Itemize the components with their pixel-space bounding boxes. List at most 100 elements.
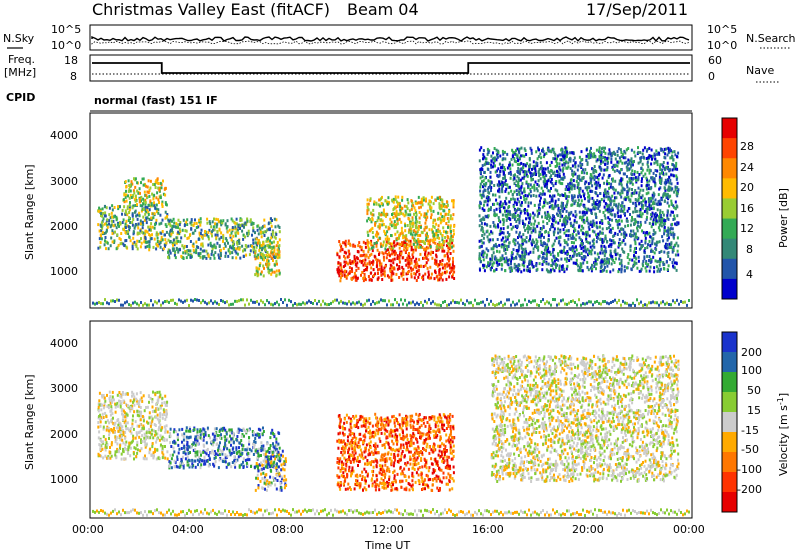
data-cell	[139, 191, 141, 195]
data-cell	[654, 212, 657, 215]
data-cell	[650, 196, 653, 200]
data-cell	[537, 221, 540, 225]
data-cell	[340, 269, 343, 272]
ground-scatter-cell	[272, 303, 274, 307]
data-cell	[362, 263, 365, 267]
freq-label: Freq.	[8, 53, 35, 66]
data-cell	[268, 245, 271, 249]
data-cell	[486, 253, 489, 257]
data-cell	[659, 212, 661, 215]
data-cell	[568, 247, 571, 251]
data-cell	[651, 211, 654, 215]
data-cell	[561, 163, 564, 167]
ground-scatter-cell	[248, 302, 250, 306]
data-cell	[403, 240, 406, 244]
data-cell	[664, 156, 667, 160]
nsky-label: N.Sky	[3, 32, 35, 45]
data-cell	[152, 204, 155, 208]
data-cell	[557, 227, 560, 231]
data-cell	[398, 260, 401, 264]
data-cell	[225, 239, 228, 243]
data-cell	[422, 198, 425, 202]
data-cell	[566, 220, 569, 224]
data-cell	[648, 168, 651, 172]
data-cell	[400, 230, 403, 234]
data-cell	[393, 249, 396, 253]
data-cell	[485, 223, 488, 227]
data-cell	[604, 237, 607, 241]
data-cell	[562, 158, 565, 162]
data-cell	[278, 253, 281, 257]
data-cell	[580, 256, 583, 260]
data-cell	[144, 183, 146, 187]
data-cell	[557, 208, 560, 212]
data-cell	[193, 250, 196, 254]
data-cell	[661, 163, 664, 167]
data-cell	[587, 241, 590, 245]
data-cell	[410, 248, 413, 252]
data-cell	[136, 217, 139, 221]
data-cell	[452, 205, 455, 209]
data-cell	[385, 214, 387, 218]
data-cell	[666, 211, 669, 215]
data-cell	[255, 255, 258, 259]
data-cell	[631, 169, 634, 173]
data-cell	[111, 208, 114, 212]
data-cell	[184, 222, 187, 226]
data-cell	[640, 171, 643, 175]
data-cell	[624, 213, 626, 217]
data-cell	[647, 183, 650, 187]
data-cell	[596, 199, 599, 203]
data-cell	[616, 220, 619, 224]
ground-scatter-cell	[112, 299, 114, 303]
data-cell	[478, 159, 481, 163]
data-cell	[514, 209, 517, 213]
data-cell	[141, 230, 144, 234]
data-cell	[430, 213, 433, 217]
ground-scatter-cell	[204, 300, 206, 304]
ground-scatter-cell	[264, 303, 266, 307]
data-cell	[104, 231, 107, 235]
data-cell	[671, 155, 674, 159]
data-cell	[451, 266, 454, 270]
data-cell	[552, 171, 555, 175]
data-cell	[147, 240, 150, 244]
data-cell	[396, 217, 399, 221]
data-cell	[137, 226, 140, 230]
data-cell	[124, 209, 127, 213]
data-cell	[571, 199, 574, 203]
data-cell	[523, 238, 526, 242]
data-cell	[480, 196, 483, 200]
data-cell	[438, 243, 441, 246]
data-cell	[529, 146, 532, 150]
data-cell	[352, 244, 355, 248]
data-cell	[407, 265, 410, 269]
data-cell	[602, 173, 605, 177]
data-cell	[449, 263, 452, 267]
data-cell	[629, 199, 632, 203]
data-cell	[175, 222, 178, 226]
data-cell	[570, 185, 573, 189]
data-cell	[369, 197, 372, 201]
ground-scatter-cell	[260, 299, 262, 303]
data-cell	[531, 174, 534, 177]
data-cell	[108, 206, 111, 210]
data-cell	[519, 178, 522, 182]
data-cell	[249, 249, 252, 253]
data-cell	[277, 252, 280, 256]
data-cell	[654, 222, 657, 226]
data-cell	[648, 171, 651, 175]
data-cell	[590, 146, 592, 150]
data-cell	[380, 211, 383, 215]
data-cell	[561, 267, 564, 271]
data-cell	[502, 236, 504, 240]
data-cell	[660, 198, 663, 202]
data-cell	[487, 209, 490, 212]
data-cell	[222, 236, 225, 240]
data-cell	[443, 217, 446, 221]
data-cell	[390, 234, 392, 237]
data-cell	[99, 209, 102, 213]
data-cell	[619, 193, 622, 197]
data-cell	[506, 166, 509, 170]
data-cell	[269, 239, 271, 243]
